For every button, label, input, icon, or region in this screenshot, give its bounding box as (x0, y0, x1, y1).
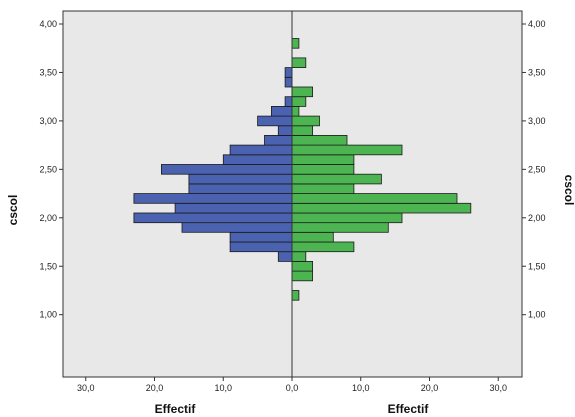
histogram-bar-left (264, 134, 293, 146)
histogram-bar-left (133, 193, 293, 204)
histogram-bar-left (188, 183, 293, 194)
histogram-bar-left (277, 251, 293, 262)
histogram-bar-left (277, 125, 293, 136)
x-tick-label-left: 30,0 (77, 383, 95, 393)
histogram-bar-right (291, 193, 458, 204)
histogram-bar-left (181, 222, 293, 233)
histogram-bar-right (291, 260, 314, 272)
y-tick-label-right: 4,00 (528, 19, 546, 29)
x-tick-label-left: 10,0 (214, 383, 232, 393)
y-tick-label-right: 3,00 (528, 116, 546, 126)
y-tick-label-right: 2,50 (528, 164, 546, 174)
right-panel (291, 10, 523, 378)
histogram-bar-right (291, 241, 355, 253)
histogram-bar-left (222, 154, 293, 165)
histogram-bar-right (291, 202, 472, 214)
histogram-bar-left (284, 67, 293, 78)
histogram-bar-right (291, 57, 307, 69)
x-tick-label-left: 20,0 (146, 383, 164, 393)
histogram-bar-right (291, 154, 355, 165)
histogram-bar-left (133, 212, 293, 224)
histogram-bar-right (291, 270, 314, 282)
x-axis-label-right: Effectif (388, 402, 430, 416)
histogram-bar-right (291, 290, 300, 301)
histogram-bar-right (291, 231, 334, 243)
histogram-bar-right (291, 251, 307, 262)
y-tick-label-left: 1,00 (39, 310, 57, 320)
histogram-bar-left (284, 96, 293, 107)
y-tick-label-left: 4,00 (39, 19, 57, 29)
y-tick-label-left: 2,50 (39, 164, 57, 174)
x-tick-label-left: 0,0 (286, 383, 299, 393)
histogram-bar-right (291, 144, 403, 156)
y-tick-label-left: 1,50 (39, 261, 57, 271)
y-tick-label-right: 1,50 (528, 261, 546, 271)
histogram-bar-left (270, 106, 293, 117)
histogram-bar-right (291, 106, 300, 117)
y-tick-label-right: 1,00 (528, 310, 546, 320)
histogram-bar-right (291, 86, 314, 98)
y-tick-label-right: 2,00 (528, 213, 546, 223)
axes: 1,00 1,00 1,50 1,50 2,00 2,00 2,50 2,50 3,00 3,00… (39, 11, 546, 393)
histogram-bar-left (188, 173, 293, 185)
histogram-bar-right (291, 173, 382, 185)
histogram-bar-left (229, 231, 293, 243)
y-tick-label-left: 2,00 (39, 213, 57, 223)
histogram-bar-right (291, 134, 348, 146)
x-tick-label-right: 30,0 (489, 383, 507, 393)
histogram-bar-right (291, 164, 355, 175)
histogram-bar-right (291, 125, 314, 136)
x-tick-label-right: 20,0 (421, 383, 439, 393)
histogram-bar-left (174, 202, 293, 214)
histogram-bar-left (229, 144, 293, 156)
histogram-bar-right (291, 212, 403, 224)
y-axis-label-right: cscol (562, 175, 575, 206)
histogram-bar-right (291, 183, 355, 194)
histogram-bar-right (291, 115, 320, 127)
histogram-bar-left (160, 164, 293, 175)
histogram-bar-left (257, 115, 293, 127)
x-tick-label-right: 10,0 (352, 383, 370, 393)
y-tick-label-left: 3,00 (39, 116, 57, 126)
histogram-bar-right (291, 96, 307, 107)
y-tick-label-left: 3,50 (39, 67, 57, 77)
y-axis-label-left: cscol (6, 195, 20, 226)
histogram-bar-right (291, 222, 389, 233)
histogram-bar-left (229, 241, 293, 253)
y-tick-label-right: 3,50 (528, 67, 546, 77)
x-axis-label-left: Effectif (155, 402, 197, 416)
histogram-bar-right (291, 38, 300, 49)
left-panel (62, 10, 293, 378)
histogram-bar-left (284, 76, 293, 88)
